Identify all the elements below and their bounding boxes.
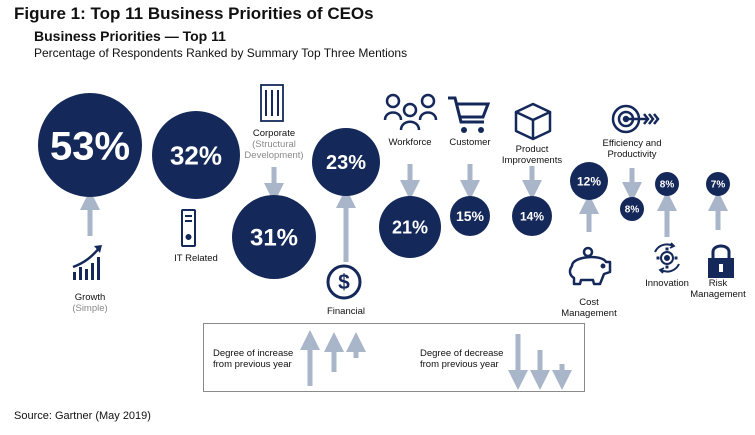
bubble-cost-management (570, 162, 608, 200)
bubble-innovation (655, 172, 679, 196)
category-label-customer: Customer (449, 137, 491, 148)
legend-decrease-text: Degree of decrease from previous year (420, 348, 504, 370)
category-label-innovation: Innovation (645, 278, 689, 289)
bubble-financial (312, 128, 380, 196)
box-icon (514, 102, 552, 141)
bubble-it-related (152, 111, 240, 199)
chart-subtitle: Percentage of Respondents Ranked by Summ… (34, 46, 408, 60)
value-label-customer: 15% (456, 208, 485, 224)
bubble-corporate (232, 195, 316, 279)
bubble-product-improvements (512, 196, 552, 236)
svg-text:$: $ (338, 271, 350, 294)
value-label-workforce: 21% (392, 217, 428, 237)
category-label-corporate: Corporate (Structural Development) (244, 128, 304, 161)
value-label-corporate: 31% (250, 225, 298, 252)
value-label-it-related: 32% (170, 140, 222, 170)
piggy-bank-icon (568, 246, 612, 286)
bubble-efficiency-and-productivity (620, 197, 644, 221)
people-icon (383, 93, 438, 131)
cart-icon (448, 96, 491, 133)
value-label-cost-management: 12% (577, 174, 601, 188)
growth-chart-icon (72, 245, 102, 280)
server-icon (181, 209, 196, 247)
chart-title: Business Priorities — Top 11 (34, 28, 226, 44)
bubble-workforce (379, 196, 441, 258)
category-label-risk-management: Risk Management (690, 278, 746, 300)
category-label-product-improvements: Product Improvements (501, 144, 563, 166)
value-label-efficiency-and-productivity: 8% (625, 205, 640, 216)
innovation-gear-icon (654, 242, 680, 274)
target-icon (611, 104, 660, 134)
value-label-financial: 23% (326, 152, 366, 174)
category-label-workforce: Workforce (388, 137, 432, 148)
building-icon (260, 84, 284, 122)
category-label-it-related: IT Related (174, 253, 218, 264)
dollar-icon: $ (326, 264, 362, 300)
category-label-efficiency-and-productivity: Efficiency and Productivity (602, 138, 662, 160)
lock-icon (708, 244, 734, 278)
bubble-risk-management (706, 172, 730, 196)
category-label-growth: Growth (Simple) (72, 292, 108, 314)
category-label-cost-management: Cost Management (561, 297, 617, 319)
source-note: Source: Gartner (May 2019) (14, 410, 151, 422)
value-label-innovation: 8% (660, 180, 675, 191)
category-label-financial: Financial (326, 306, 366, 317)
value-label-risk-management: 7% (711, 180, 726, 191)
bubble-customer (450, 196, 490, 236)
figure-title: Figure 1: Top 11 Business Priorities of … (14, 4, 374, 23)
value-label-product-improvements: 14% (520, 209, 544, 223)
trend-legend (203, 323, 585, 392)
bubble-growth (38, 93, 142, 197)
legend-increase-text: Degree of increase from previous year (213, 348, 294, 370)
value-label-growth: 53% (50, 124, 130, 168)
